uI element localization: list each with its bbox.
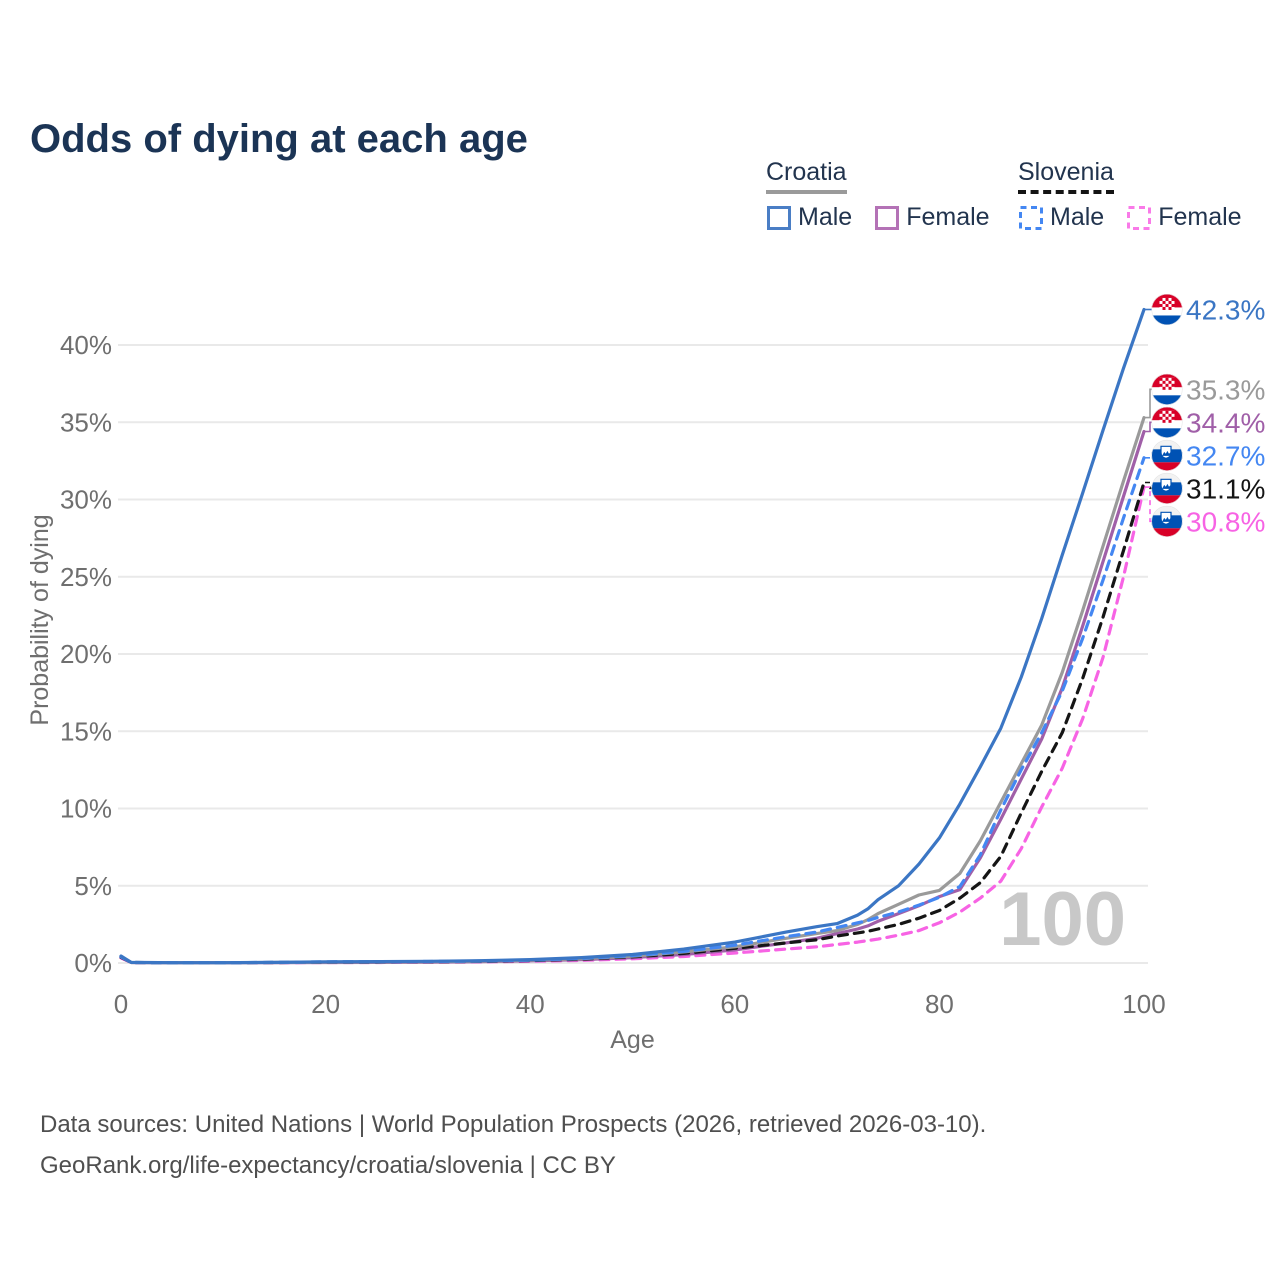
- x-tick-label: 0: [114, 989, 128, 1019]
- y-tick-label: 5%: [74, 871, 112, 901]
- y-tick-label: 25%: [60, 562, 112, 592]
- legend-label-slovenia-female: Female: [1158, 203, 1242, 231]
- y-axis-title: Probability of dying: [26, 514, 54, 725]
- y-tick-label: 30%: [60, 485, 112, 515]
- age-annotation: 100: [999, 877, 1126, 962]
- x-tick-label: 80: [925, 989, 954, 1019]
- y-tick-label: 0%: [74, 948, 112, 978]
- legend-label-croatia-male: Male: [798, 203, 853, 231]
- footer-attribution: GeoRank.org/life-expectancy/croatia/slov…: [40, 1152, 616, 1179]
- series-line-croatia-male[interactable]: [119, 307, 1146, 965]
- end-label-leader: [1145, 486, 1153, 523]
- end-value-label: 31.1%: [1186, 473, 1265, 504]
- slovenia-flag-icon: [1151, 439, 1183, 471]
- legend-group-slovenia: Slovenia Male Female: [1018, 158, 1242, 232]
- croatia-flag-icon: [1151, 373, 1183, 405]
- y-tick-label: 15%: [60, 716, 112, 746]
- end-value-label: 42.3%: [1186, 294, 1265, 325]
- footer-data-sources: Data sources: United Nations | World Pop…: [40, 1111, 987, 1138]
- x-tick-label: 40: [516, 989, 545, 1019]
- legend-entry-slovenia-male[interactable]: Male: [1018, 203, 1104, 232]
- end-label-leader: [1145, 481, 1153, 490]
- end-label-leader: [1145, 388, 1153, 419]
- end-value-label: 34.4%: [1186, 407, 1265, 438]
- legend-group-croatia: Croatia Male Female: [766, 158, 990, 232]
- legend-swatch-slovenia-male-icon: [1019, 205, 1043, 230]
- legend-label-slovenia-male: Male: [1050, 203, 1105, 231]
- end-value-label: 32.7%: [1186, 440, 1265, 471]
- slovenia-flag-icon: [1151, 472, 1183, 504]
- chart-footer: Data sources: United Nations | World Pop…: [40, 1104, 986, 1186]
- croatia-flag-icon: [1151, 406, 1183, 438]
- slovenia-flag-icon: [1151, 505, 1183, 537]
- end-label-slovenia-female[interactable]: 30.8%: [1151, 505, 1266, 538]
- end-label-slovenia-both[interactable]: 31.1%: [1151, 472, 1266, 505]
- series-line-croatia-female[interactable]: [119, 429, 1146, 965]
- x-tick-label: 20: [311, 989, 340, 1019]
- legend-entry-croatia-male[interactable]: Male: [766, 203, 852, 232]
- y-tick-label: 35%: [60, 407, 112, 437]
- end-value-label: 30.8%: [1186, 506, 1265, 537]
- legend-swatch-croatia-female-icon: [875, 205, 900, 230]
- end-label-croatia-female[interactable]: 34.4%: [1151, 406, 1266, 439]
- legend-country-croatia: Croatia: [766, 158, 847, 194]
- end-label-croatia-both[interactable]: 35.3%: [1151, 373, 1266, 406]
- end-value-label: 35.3%: [1186, 374, 1265, 405]
- y-tick-label: 40%: [60, 330, 112, 360]
- legend-swatch-slovenia-female-icon: [1127, 205, 1152, 230]
- croatia-flag-icon: [1151, 293, 1183, 325]
- legend-entry-slovenia-female[interactable]: Female: [1126, 203, 1242, 232]
- y-tick-label: 20%: [60, 639, 112, 669]
- series-line-slovenia-male[interactable]: [119, 456, 1146, 965]
- legend-label-croatia-female: Female: [906, 203, 990, 231]
- legend-entry-croatia-female[interactable]: Female: [874, 203, 990, 232]
- y-tick-label: 10%: [60, 794, 112, 824]
- series-line-slovenia-female[interactable]: [119, 485, 1146, 965]
- x-tick-label: 60: [720, 989, 749, 1019]
- end-label-slovenia-male[interactable]: 32.7%: [1151, 439, 1266, 472]
- x-axis-title: Age: [610, 1026, 654, 1054]
- legend-swatch-croatia-male-icon: [767, 205, 791, 230]
- x-tick-label: 100: [1122, 989, 1165, 1019]
- legend-country-slovenia: Slovenia: [1018, 158, 1114, 194]
- end-label-croatia-male[interactable]: 42.3%: [1151, 293, 1266, 326]
- end-label-leader: [1145, 421, 1153, 433]
- end-label-leader: [1145, 454, 1153, 459]
- page-title: Odds of dying at each age: [30, 116, 528, 161]
